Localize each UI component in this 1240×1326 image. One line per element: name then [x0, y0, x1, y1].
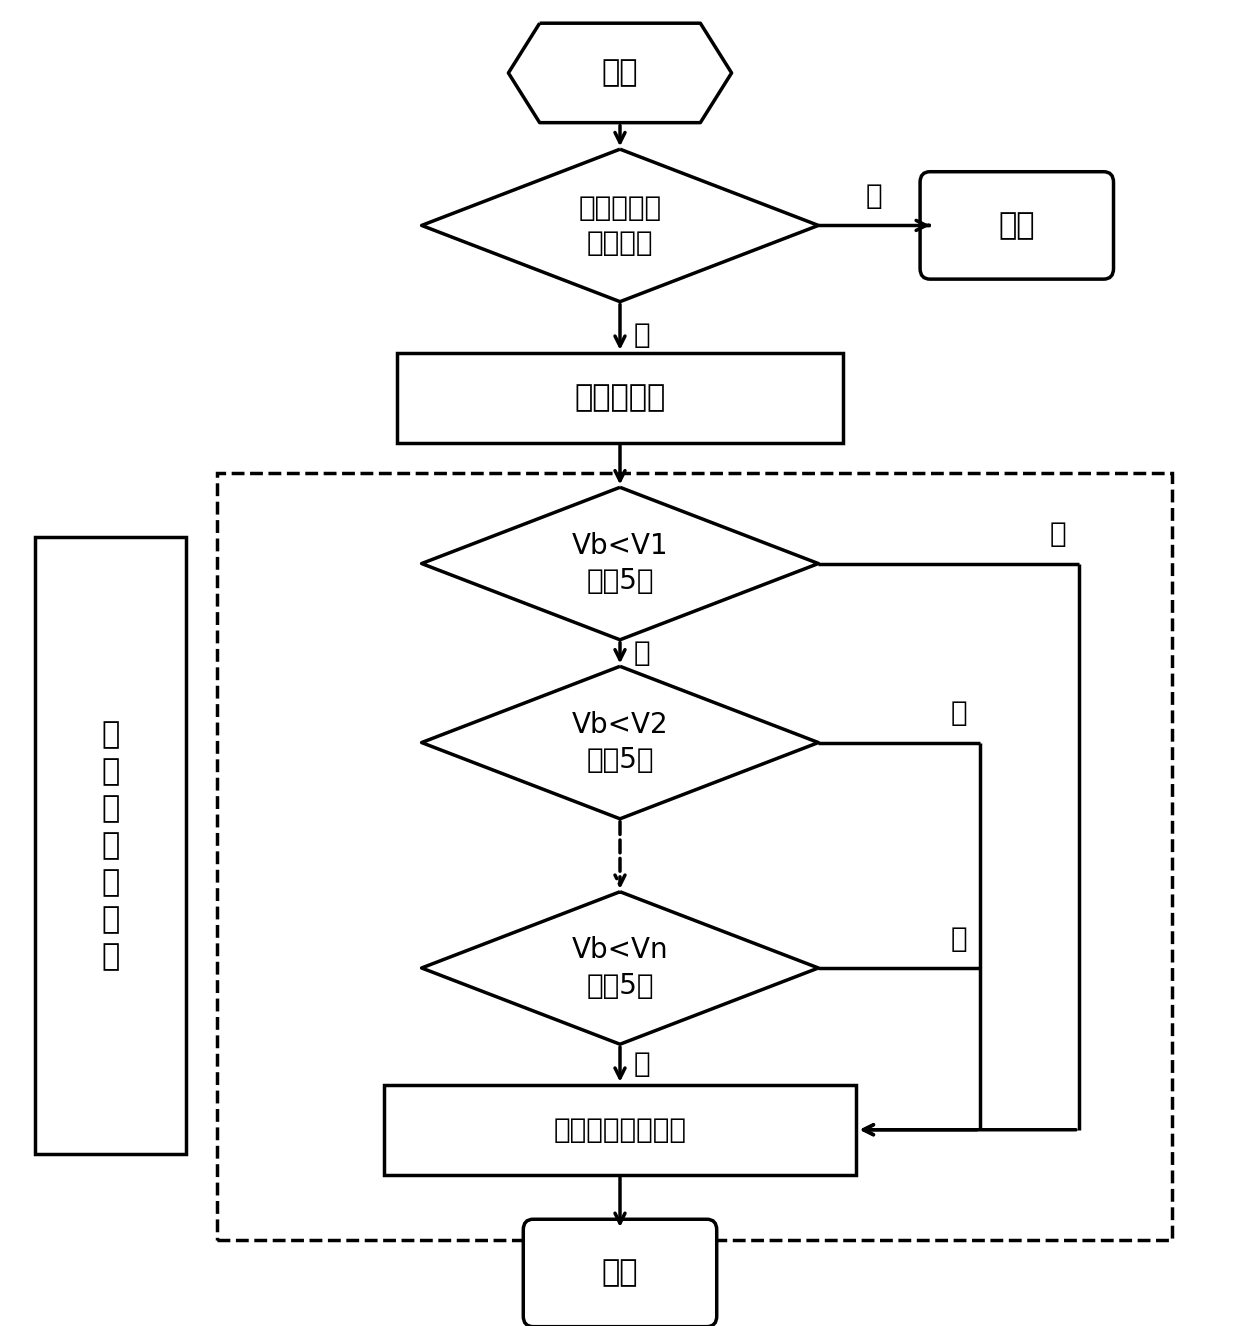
- Bar: [397, 353, 843, 443]
- Text: 否: 否: [951, 699, 967, 728]
- Bar: [217, 473, 1172, 1240]
- Text: 无人机减速
异常判定: 无人机减速 异常判定: [578, 194, 662, 257]
- Text: Vb<V1
连续5拍: Vb<V1 连续5拍: [572, 532, 668, 595]
- Text: 退出: 退出: [601, 1258, 639, 1288]
- Text: 否: 否: [951, 924, 967, 953]
- Bar: [384, 1085, 856, 1175]
- Text: 否: 否: [1050, 520, 1066, 549]
- Bar: [35, 537, 186, 1154]
- FancyBboxPatch shape: [523, 1220, 717, 1326]
- Text: 否: 否: [634, 321, 651, 349]
- Text: 副
翼
指
令
生
成
器: 副 翼 指 令 生 成 器: [102, 720, 119, 971]
- Text: 退出: 退出: [998, 211, 1035, 240]
- Text: Vb<Vn
连续5拍: Vb<Vn 连续5拍: [572, 936, 668, 1000]
- Text: 生成副翼偏角指令: 生成副翼偏角指令: [553, 1115, 687, 1144]
- Text: Vb<V2
连续5拍: Vb<V2 连续5拍: [572, 711, 668, 774]
- FancyBboxPatch shape: [920, 172, 1114, 280]
- Text: 是: 是: [634, 1050, 651, 1078]
- Text: 开始: 开始: [601, 58, 639, 88]
- Text: 表速传感器: 表速传感器: [574, 383, 666, 412]
- Text: 是: 是: [866, 182, 883, 211]
- Text: 是: 是: [634, 639, 651, 667]
